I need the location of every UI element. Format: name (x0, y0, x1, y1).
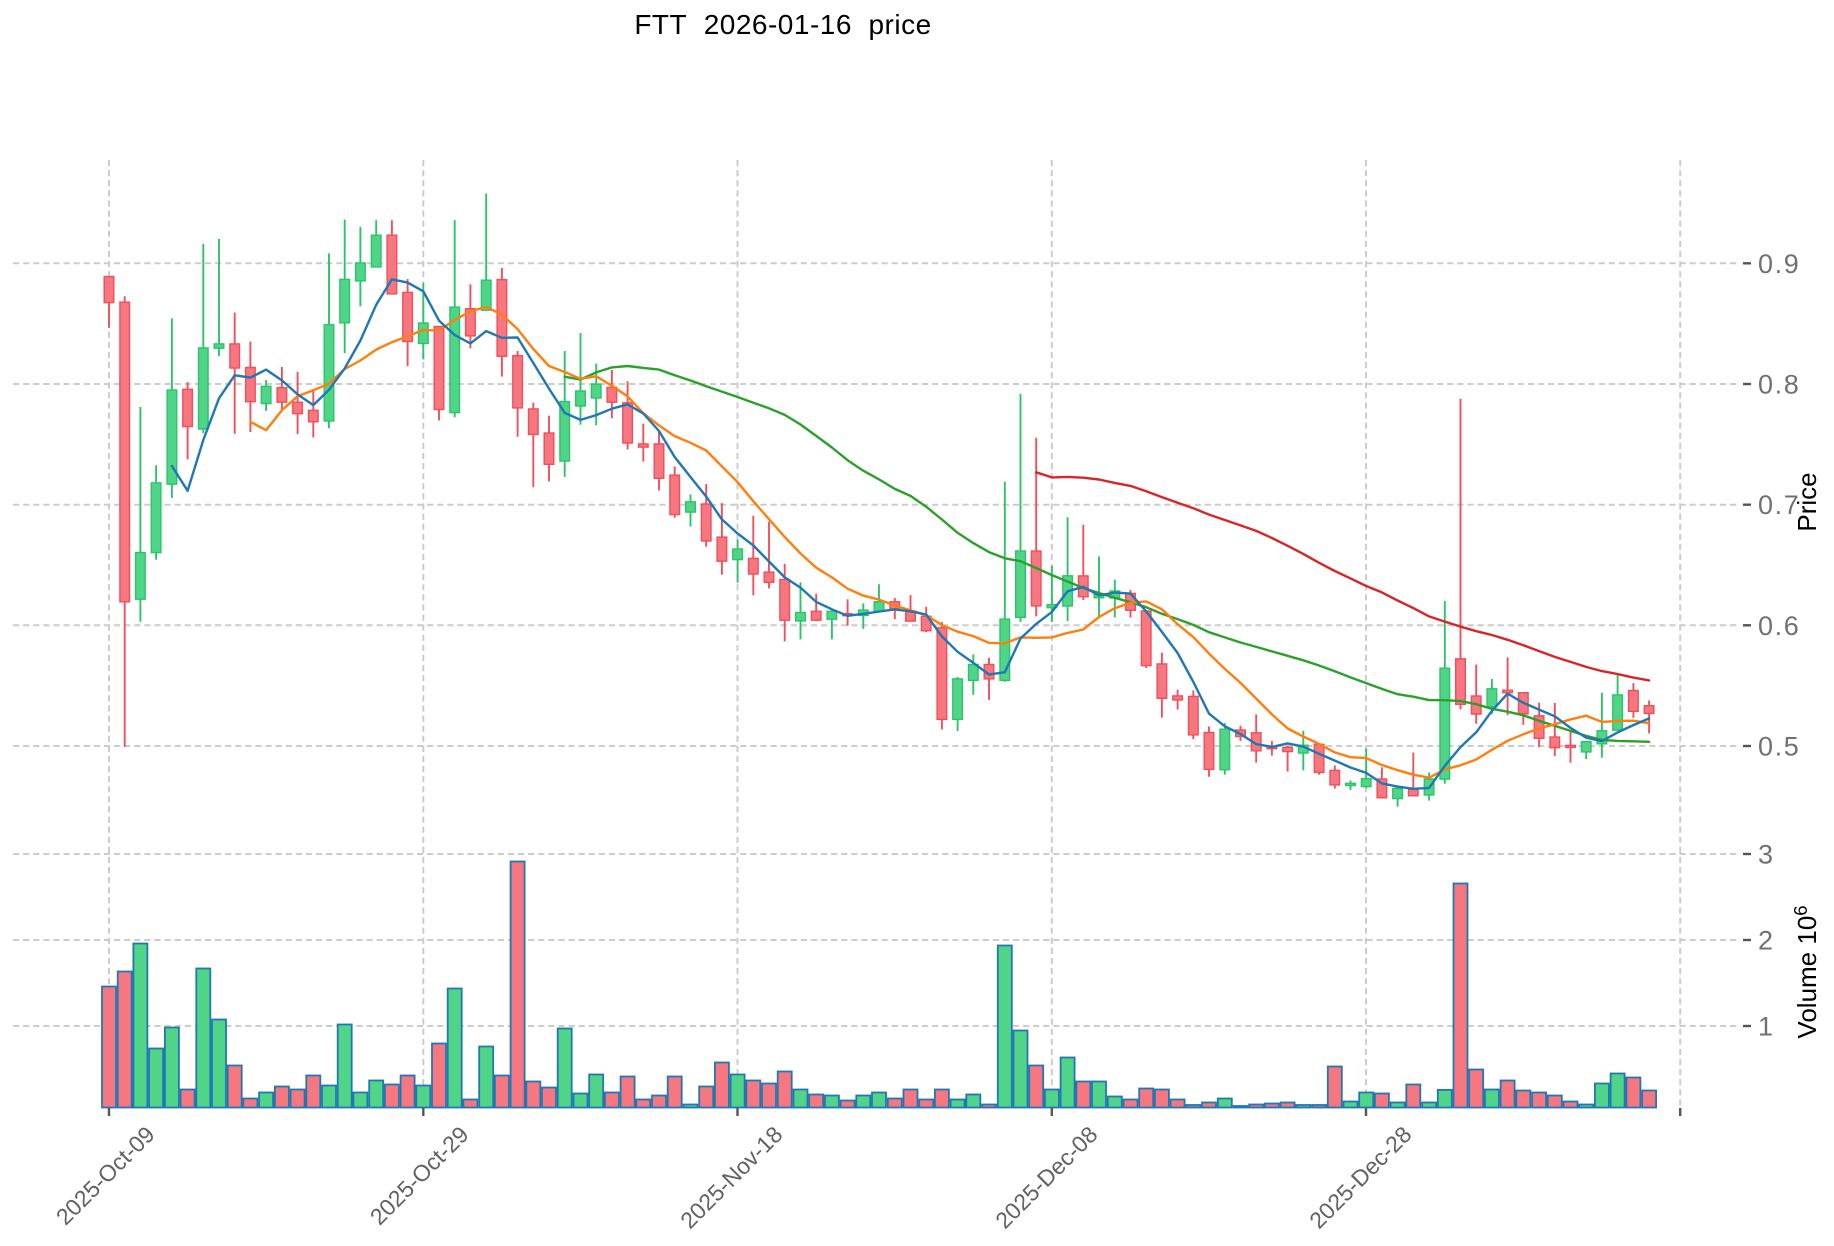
svg-text:2: 2 (1758, 926, 1775, 956)
svg-text:0.6: 0.6 (1758, 611, 1800, 641)
svg-text:FTT 2026-01-16 price: FTT 2026-01-16 price (634, 9, 931, 40)
svg-text:0.8: 0.8 (1758, 370, 1800, 400)
svg-text:1: 1 (1758, 1012, 1775, 1042)
svg-text:0.7: 0.7 (1758, 490, 1800, 520)
svg-text:Volume 106: Volume 106 (1790, 905, 1822, 1038)
svg-text:0.5: 0.5 (1758, 732, 1800, 762)
svg-text:3: 3 (1758, 840, 1775, 870)
svg-text:0.9: 0.9 (1758, 249, 1800, 279)
svg-text:Price: Price (1792, 472, 1822, 531)
